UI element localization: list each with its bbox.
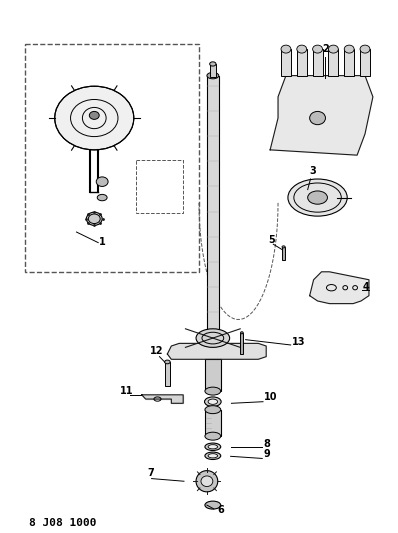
Ellipse shape xyxy=(165,360,170,364)
Bar xyxy=(328,49,338,76)
Ellipse shape xyxy=(205,443,221,450)
Text: 10: 10 xyxy=(264,392,278,402)
Bar xyxy=(207,76,219,367)
Ellipse shape xyxy=(97,195,107,201)
Text: 12: 12 xyxy=(150,346,163,356)
Text: 9: 9 xyxy=(263,449,270,459)
Text: 2: 2 xyxy=(322,44,329,54)
Ellipse shape xyxy=(55,86,134,150)
Text: 3: 3 xyxy=(310,166,316,176)
Ellipse shape xyxy=(196,329,230,348)
Bar xyxy=(360,49,370,76)
Bar xyxy=(281,49,291,76)
Ellipse shape xyxy=(282,246,285,248)
Ellipse shape xyxy=(328,45,338,53)
Text: 11: 11 xyxy=(120,386,133,396)
Text: 8: 8 xyxy=(263,439,270,449)
Text: 5: 5 xyxy=(268,235,275,245)
Ellipse shape xyxy=(208,445,218,449)
Polygon shape xyxy=(270,76,373,155)
Bar xyxy=(25,44,199,272)
Ellipse shape xyxy=(205,397,221,407)
Ellipse shape xyxy=(281,45,291,53)
Bar xyxy=(205,359,221,391)
Polygon shape xyxy=(168,343,266,359)
Bar xyxy=(205,410,221,436)
Ellipse shape xyxy=(308,191,328,204)
Ellipse shape xyxy=(205,452,221,459)
Ellipse shape xyxy=(240,332,243,334)
Ellipse shape xyxy=(205,432,221,440)
Polygon shape xyxy=(142,395,183,403)
Text: 4: 4 xyxy=(363,282,370,293)
Bar xyxy=(297,49,307,76)
Ellipse shape xyxy=(207,72,219,79)
Text: 1: 1 xyxy=(99,237,105,247)
Ellipse shape xyxy=(288,179,347,216)
Ellipse shape xyxy=(208,399,218,405)
Bar xyxy=(136,160,183,214)
Ellipse shape xyxy=(89,111,99,119)
Ellipse shape xyxy=(205,501,221,509)
Text: 8 J08 1000: 8 J08 1000 xyxy=(29,519,97,528)
Bar xyxy=(312,49,322,76)
Ellipse shape xyxy=(208,454,218,458)
Bar xyxy=(344,49,354,76)
Ellipse shape xyxy=(344,45,354,53)
Bar xyxy=(240,333,243,354)
Ellipse shape xyxy=(312,45,322,53)
Ellipse shape xyxy=(96,177,108,187)
Ellipse shape xyxy=(86,212,102,225)
Bar xyxy=(282,247,285,260)
Ellipse shape xyxy=(201,476,213,487)
Ellipse shape xyxy=(297,45,307,53)
Bar xyxy=(210,64,216,77)
Polygon shape xyxy=(310,272,369,304)
Ellipse shape xyxy=(196,471,218,492)
Ellipse shape xyxy=(310,111,326,125)
Text: 7: 7 xyxy=(148,468,154,478)
Text: 13: 13 xyxy=(292,337,305,347)
Ellipse shape xyxy=(205,387,221,395)
Text: 6: 6 xyxy=(218,505,224,515)
Ellipse shape xyxy=(360,45,370,53)
Ellipse shape xyxy=(210,62,216,66)
Bar xyxy=(165,362,170,386)
Ellipse shape xyxy=(205,406,221,414)
